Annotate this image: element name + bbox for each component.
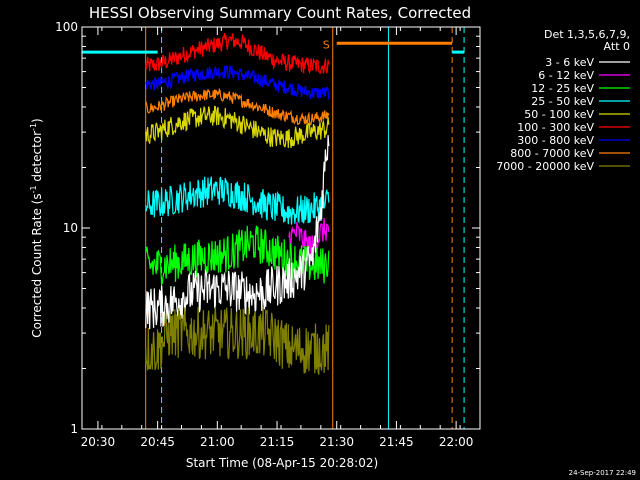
x-tick-label: 20:45 xyxy=(140,435,175,449)
x-tick-label: 21:30 xyxy=(319,435,354,449)
x-tick-label: 21:00 xyxy=(200,435,235,449)
legend-header-line1: Det 1,3,5,6,7,9, xyxy=(544,28,630,41)
series-line-9 xyxy=(145,306,330,375)
legend-label: 3 - 6 keV xyxy=(545,56,594,69)
x-tick-label: 22:00 xyxy=(439,435,474,449)
plot-area: S xyxy=(81,27,465,429)
date-stamp: 24-Sep-2017 22:49 xyxy=(569,469,636,477)
legend-header-line2: Att 0 xyxy=(604,40,630,53)
series-line-1 xyxy=(145,33,330,75)
legend-label: 7000 - 20000 keV xyxy=(496,160,594,173)
series-line-8 xyxy=(145,135,330,330)
series-line-2 xyxy=(145,65,330,100)
chart-title: HESSI Observing Summary Count Rates, Cor… xyxy=(89,4,471,22)
legend-label: 100 - 300 keV xyxy=(517,121,594,134)
legend-label: 300 - 800 keV xyxy=(517,134,594,147)
series-line-4 xyxy=(145,105,330,149)
y-tick-label: 1 xyxy=(70,422,78,436)
x-axis-label: Start Time (08-Apr-15 20:28:02) xyxy=(186,456,378,470)
legend-label: 6 - 12 keV xyxy=(538,69,594,82)
axes: 20:30 20:45 21:00 21:15 21:30 21:45 22:00 1 10 10… xyxy=(55,20,481,449)
series-line-5 xyxy=(145,176,330,225)
legend-label: 50 - 100 keV xyxy=(524,108,594,121)
series-line-3 xyxy=(145,87,330,126)
flag-label: S xyxy=(323,39,330,52)
legend-label: 25 - 50 keV xyxy=(531,95,594,108)
x-tick-label: 20:30 xyxy=(81,435,116,449)
series-line-6 xyxy=(288,217,330,258)
y-tick-label: 100 xyxy=(55,20,78,34)
y-axis-label: Corrected Count Rate (s-1 detector-1) xyxy=(29,118,44,337)
x-tick-label: 21:15 xyxy=(260,435,295,449)
x-tick-label: 21:45 xyxy=(379,435,414,449)
legend-label: 12 - 25 keV xyxy=(531,82,594,95)
legend-label: 800 - 7000 keV xyxy=(510,147,594,160)
y-tick-label: 10 xyxy=(63,221,78,235)
